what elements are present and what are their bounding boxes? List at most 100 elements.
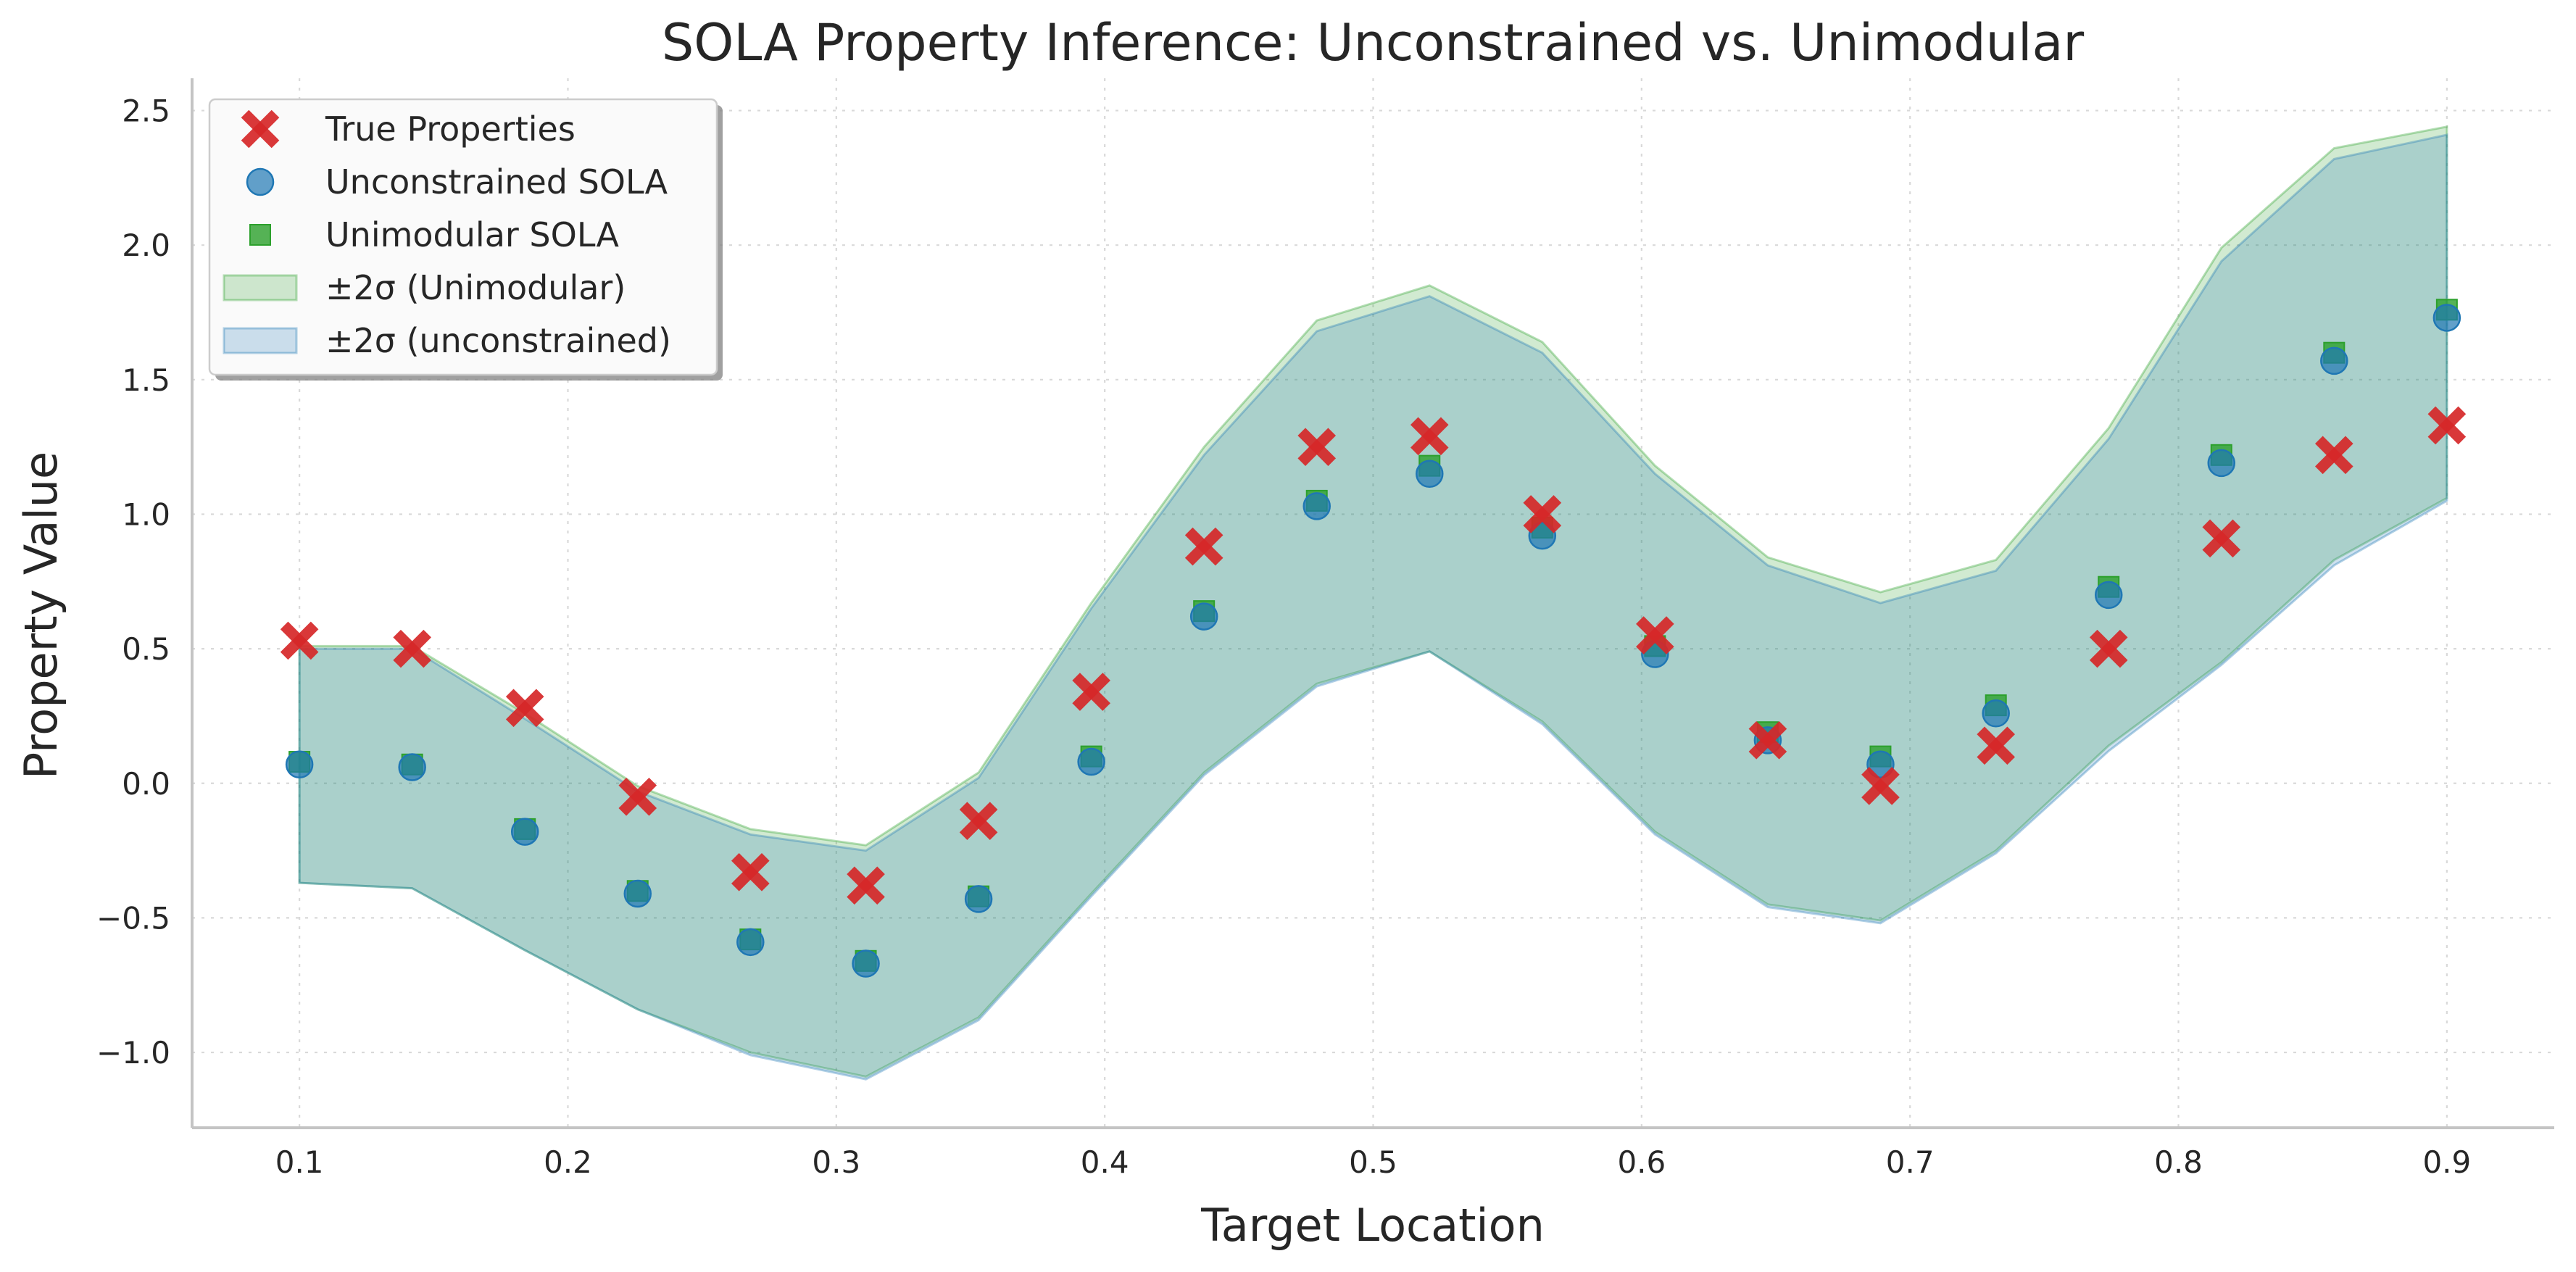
y-tick-label: 1.0 <box>122 496 170 532</box>
x-stroke <box>959 802 998 841</box>
legend-marker <box>241 109 280 149</box>
legend-box <box>208 98 718 376</box>
legend-true-properties: True Properties <box>241 109 576 149</box>
x-stroke <box>241 109 280 149</box>
unconstrained-point <box>1528 521 1557 550</box>
legend-band-unimodular: ±2σ (Unimodular) <box>223 268 626 307</box>
x-stroke <box>1523 495 1562 533</box>
legend-band-unconstrained: ±2σ (unconstrained) <box>223 321 671 360</box>
true-property-point <box>847 866 885 905</box>
x-stroke <box>1410 417 1449 456</box>
unconstrained-point <box>736 928 765 957</box>
unconstrained-point <box>1866 750 1895 779</box>
unconstrained-point <box>623 879 652 908</box>
true-property-point <box>1636 616 1674 654</box>
unconstrained-point <box>2207 449 2236 478</box>
x-stroke <box>1636 616 1674 654</box>
chart-title: SOLA Property Inference: Unconstrained v… <box>662 13 2085 72</box>
y-tick-label: 1.5 <box>122 362 170 398</box>
legend-unconstrained: Unconstrained SOLA <box>246 162 668 201</box>
unconstrained-point <box>510 818 539 846</box>
legend-label: ±2σ (Unimodular) <box>325 268 626 307</box>
true-property-point <box>1184 527 1223 566</box>
true-property-point <box>1861 767 1900 805</box>
x-tick-label: 0.4 <box>1081 1144 1129 1180</box>
x-tick-label: 0.8 <box>2154 1144 2203 1180</box>
x-stroke <box>1977 726 2015 765</box>
true-property-point <box>1748 721 1787 760</box>
true-property-point <box>1523 495 1562 533</box>
true-property-point <box>2315 436 2353 475</box>
x-stroke <box>618 778 657 816</box>
unconstrained-point <box>1189 602 1218 631</box>
y-tick-label: −0.5 <box>96 900 170 936</box>
y-axis-label: Property Value <box>14 452 67 779</box>
y-tick-label: −1.0 <box>96 1035 170 1071</box>
legend-unimodular: Unimodular SOLA <box>249 215 620 254</box>
unconstrained-point <box>964 885 993 913</box>
legend-label: Unimodular SOLA <box>325 215 620 254</box>
true-property-point <box>1297 428 1337 466</box>
x-stroke <box>2089 629 2128 668</box>
x-tick-label: 0.9 <box>2422 1144 2471 1180</box>
true-property-point <box>618 778 657 816</box>
unconstrained-point <box>2432 304 2461 332</box>
x-tick-label: 0.5 <box>1349 1144 1397 1180</box>
x-stroke <box>393 629 431 668</box>
true-property-point <box>2427 406 2467 445</box>
x-stroke <box>731 852 770 891</box>
x-tick-label: 0.3 <box>812 1144 860 1180</box>
x-stroke <box>1184 527 1223 566</box>
unconstrained-point <box>2094 581 2123 610</box>
unconstrained-point <box>1077 747 1105 776</box>
y-tick-label: 2.5 <box>122 93 170 129</box>
axes <box>191 78 2554 1129</box>
true-property-point <box>2202 519 2241 558</box>
x-stroke <box>847 866 885 905</box>
x-tick-label: 0.2 <box>544 1144 592 1180</box>
true-property-point <box>1977 726 2015 765</box>
true-property-point <box>959 802 998 841</box>
band-unconstrained <box>298 133 2448 1081</box>
unconstrained-point <box>852 949 880 978</box>
true-property-point <box>731 852 770 891</box>
true-property-point <box>1072 673 1110 711</box>
legend-label: ±2σ (unconstrained) <box>325 321 671 360</box>
x-stroke <box>1297 428 1337 466</box>
unconstrained-point <box>1302 492 1331 520</box>
y-tick-label: 2.0 <box>122 228 170 263</box>
y-ticks: −1.0 −0.5 0.0 0.5 1.0 1.5 2.0 2.5 <box>96 93 170 1071</box>
unconstrained-point <box>1982 699 2010 728</box>
legend-label: Unconstrained SOLA <box>325 162 668 201</box>
unconstrained-point <box>1416 460 1444 489</box>
x-tick-label: 0.6 <box>1617 1144 1666 1180</box>
true-property-point <box>393 629 431 668</box>
unconstrained-point <box>285 750 314 779</box>
legend-swatch <box>223 327 298 354</box>
x-tick-label: 0.1 <box>275 1144 324 1180</box>
x-stroke <box>1748 721 1787 760</box>
data-points <box>280 299 2467 978</box>
x-ticks: 0.1 0.2 0.3 0.4 0.5 0.6 0.7 0.8 0.9 <box>275 1144 2472 1180</box>
x-stroke <box>2427 406 2467 445</box>
true-property-point <box>2089 629 2128 668</box>
legend-label: True Properties <box>325 109 576 149</box>
x-stroke <box>280 621 319 660</box>
x-axis-label: Target Location <box>1200 1199 1545 1252</box>
true-property-point <box>1410 417 1449 456</box>
unconstrained-point <box>398 753 426 781</box>
x-stroke <box>2202 519 2241 558</box>
y-tick-label: 0.5 <box>122 631 170 667</box>
x-stroke <box>1861 767 1900 805</box>
true-property-point <box>280 621 319 660</box>
confidence-bands <box>298 125 2448 1081</box>
band-unimodular <box>298 125 2448 1078</box>
x-tick-label: 0.7 <box>1886 1144 1935 1180</box>
legend: True Properties Unconstrained SOLA Unimodu… <box>208 98 723 381</box>
unconstrained-point <box>2320 346 2348 375</box>
legend-marker <box>249 224 271 246</box>
x-stroke <box>505 689 544 728</box>
x-stroke <box>1072 673 1110 711</box>
x-stroke <box>2315 436 2353 475</box>
